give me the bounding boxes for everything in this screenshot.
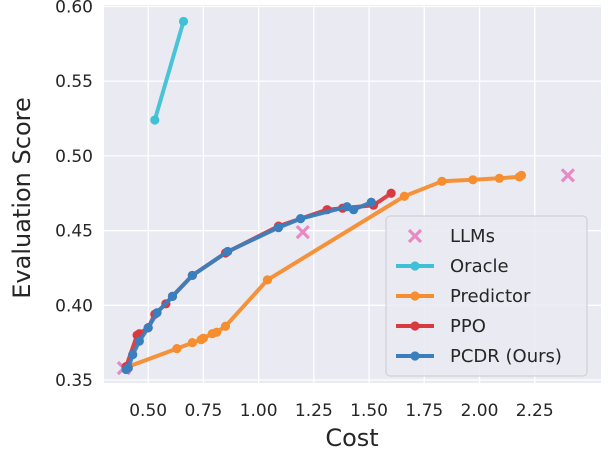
point-pcdr-ours	[123, 363, 133, 373]
point-ppo	[386, 188, 396, 198]
x-tick-labels: 0.50 0.75 1.00 1.25 1.50 1.75 2.00 2.25	[129, 401, 553, 421]
point-pcdr-ours	[366, 197, 376, 207]
legend-marker-llms	[407, 228, 423, 244]
x-tick-label: 2.25	[516, 401, 554, 421]
y-tick-label: 0.45	[55, 222, 93, 242]
y-tick-label: 0.40	[55, 296, 93, 316]
x-tick-label: 1.25	[295, 401, 333, 421]
legend-marker-ppo	[410, 321, 420, 331]
line-oracle	[152, 19, 186, 122]
point-llms	[295, 224, 310, 240]
legend-item-ppo: PPO	[396, 316, 486, 337]
x-axis-label: Cost	[325, 424, 378, 452]
point-predictor	[262, 275, 273, 285]
point-oracle	[150, 115, 160, 125]
series-oracle	[150, 16, 189, 125]
y-axis-label: Evaluation Score	[8, 97, 36, 298]
legend-label-llms: LLMs	[450, 226, 495, 247]
x-tick-label: 0.75	[184, 401, 222, 421]
legend-marker-predictor	[410, 291, 420, 301]
legend-item-predictor: Predictor	[396, 286, 531, 307]
y-tick-labels: 0.35 0.40 0.45 0.50 0.55 0.60	[55, 0, 93, 391]
legend-label-oracle: Oracle	[450, 256, 509, 277]
legend-marker-oracle	[410, 261, 420, 271]
legend-label-pcdr-ours: PCDR (Ours)	[450, 346, 562, 367]
x-tick-label: 1.00	[240, 401, 278, 421]
x-tick-label: 1.75	[405, 401, 443, 421]
point-llms	[560, 168, 575, 183]
point-predictor	[212, 327, 222, 337]
point-predictor	[494, 173, 504, 183]
y-tick-label: 0.55	[55, 72, 93, 92]
x-tick-label: 0.50	[129, 401, 167, 421]
point-predictor	[187, 338, 197, 348]
legend-box	[385, 215, 588, 377]
point-pcdr-ours	[273, 223, 284, 233]
legend-item-pcdr-ours: PCDR (Ours)	[396, 346, 562, 367]
point-predictor	[198, 333, 208, 343]
point-predictor	[399, 191, 410, 201]
point-pcdr-ours	[134, 336, 144, 346]
legend: LLMs Oracle Predictor PPO PCDR (Ours)	[385, 215, 588, 377]
series-layer	[116, 16, 575, 376]
y-tick-label: 0.50	[55, 147, 93, 167]
point-predictor	[220, 321, 231, 331]
legend-item-oracle: Oracle	[396, 256, 509, 277]
point-predictor	[468, 175, 478, 185]
y-tick-label: 0.35	[55, 371, 93, 391]
legend-label-ppo: PPO	[450, 316, 486, 337]
point-pcdr-ours	[349, 205, 359, 215]
legend-item-llms: LLMs	[407, 226, 495, 247]
point-predictor	[172, 344, 182, 354]
legend-marker-pcdr-ours	[410, 351, 420, 361]
point-pcdr-ours	[143, 323, 153, 333]
point-predictor	[437, 176, 447, 186]
point-predictor	[516, 170, 527, 180]
point-pcdr-ours	[187, 270, 197, 281]
point-pcdr-ours	[152, 308, 162, 318]
x-tick-label: 1.50	[350, 401, 388, 421]
point-pcdr-ours	[128, 350, 138, 360]
series-pcdr-ours	[121, 197, 376, 375]
point-pcdr-ours	[295, 214, 306, 224]
x-tick-label: 2.00	[461, 401, 499, 421]
point-pcdr-ours	[223, 246, 233, 257]
y-tick-label: 0.60	[55, 0, 93, 17]
point-oracle	[178, 16, 189, 27]
legend-label-predictor: Predictor	[450, 286, 531, 307]
point-pcdr-ours	[167, 291, 178, 301]
